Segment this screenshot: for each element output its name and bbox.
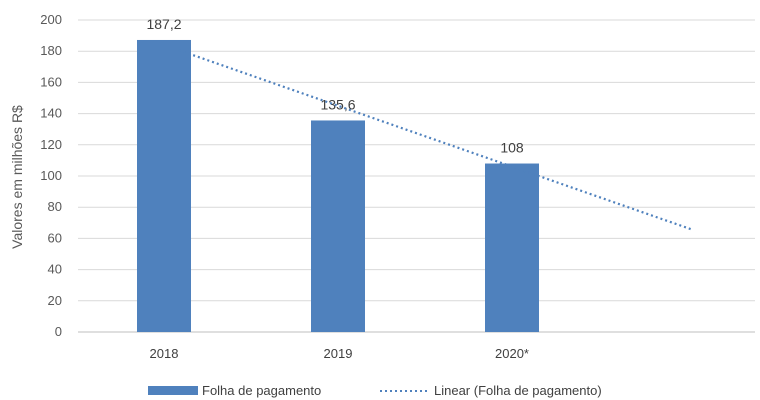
data-label: 187,2 xyxy=(146,16,181,32)
legend-swatch-series xyxy=(148,386,198,395)
bars xyxy=(137,40,539,332)
y-tick-label: 200 xyxy=(40,12,62,27)
x-category-label: 2020* xyxy=(495,346,529,361)
y-tick-label: 0 xyxy=(55,324,62,339)
y-tick-label: 120 xyxy=(40,137,62,152)
x-category-label: 2019 xyxy=(324,346,353,361)
y-tick-label: 180 xyxy=(40,43,62,58)
bar xyxy=(485,164,539,332)
bar xyxy=(311,120,365,332)
y-axis-title: Valores em milhões R$ xyxy=(9,105,25,249)
y-axis-ticks: 0 20 40 60 80 100 120 140 160 180 200 xyxy=(40,12,62,339)
legend: Folha de pagamento Linear (Folha de paga… xyxy=(148,383,602,398)
y-tick-label: 40 xyxy=(48,262,62,277)
y-tick-label: 20 xyxy=(48,293,62,308)
legend-label-trendline: Linear (Folha de pagamento) xyxy=(434,383,602,398)
trendline xyxy=(179,50,692,229)
y-tick-label: 60 xyxy=(48,230,62,245)
y-tick-label: 80 xyxy=(48,199,62,214)
y-tick-label: 140 xyxy=(40,106,62,121)
x-axis-categories: 2018 2019 2020* xyxy=(150,346,529,361)
x-category-label: 2018 xyxy=(150,346,179,361)
y-tick-label: 100 xyxy=(40,168,62,183)
legend-label-series: Folha de pagamento xyxy=(202,383,321,398)
trendline-path xyxy=(179,50,692,229)
y-tick-label: 160 xyxy=(40,74,62,89)
data-label: 108 xyxy=(500,140,524,156)
bar xyxy=(137,40,191,332)
